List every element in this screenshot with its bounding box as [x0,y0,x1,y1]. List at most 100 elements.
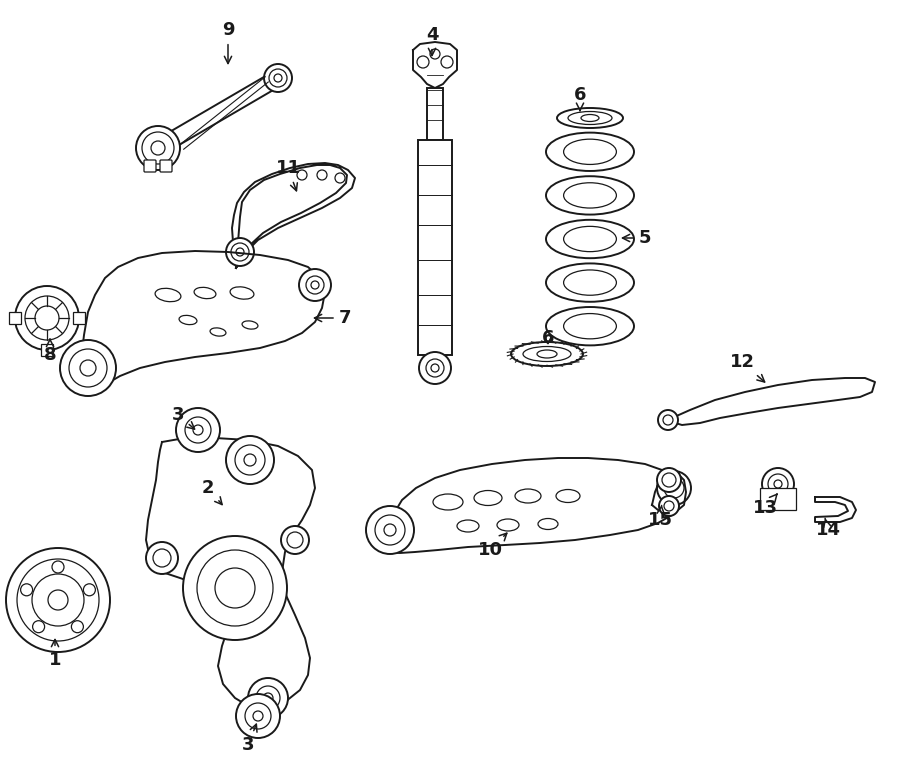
Circle shape [248,678,288,718]
Circle shape [226,238,254,266]
FancyBboxPatch shape [160,160,172,172]
Ellipse shape [546,133,634,171]
Circle shape [659,496,679,516]
Circle shape [15,286,79,350]
Ellipse shape [210,328,226,336]
Circle shape [768,474,788,494]
Circle shape [185,417,211,443]
Ellipse shape [563,226,616,252]
Circle shape [153,549,171,567]
Circle shape [69,349,107,387]
Circle shape [151,141,165,155]
Ellipse shape [515,489,541,503]
Ellipse shape [563,270,616,295]
Circle shape [71,621,84,633]
Circle shape [664,478,684,498]
Circle shape [176,408,220,452]
Ellipse shape [546,176,634,215]
Ellipse shape [457,520,479,532]
Circle shape [384,524,396,536]
Circle shape [662,473,676,487]
Polygon shape [232,163,355,268]
Circle shape [306,276,324,294]
Ellipse shape [538,518,558,529]
Text: 3: 3 [172,406,194,429]
Circle shape [21,584,32,596]
Polygon shape [78,251,325,393]
Circle shape [197,550,273,626]
Circle shape [774,480,782,488]
Circle shape [253,711,263,721]
Bar [9,312,21,324]
Ellipse shape [563,139,616,164]
Circle shape [317,170,327,180]
Circle shape [263,693,273,703]
Circle shape [32,621,45,633]
Ellipse shape [546,220,634,258]
Circle shape [366,506,414,554]
Circle shape [236,694,280,738]
Bar [760,488,796,510]
Polygon shape [815,497,856,522]
Circle shape [311,281,319,289]
Ellipse shape [537,350,557,358]
Circle shape [236,248,244,256]
Circle shape [136,126,180,170]
Circle shape [48,590,68,610]
Circle shape [52,561,64,573]
Circle shape [256,686,280,710]
Circle shape [762,468,794,500]
Circle shape [6,548,110,652]
Ellipse shape [155,288,181,301]
Circle shape [17,559,99,641]
Ellipse shape [242,321,258,329]
Circle shape [287,532,303,548]
Ellipse shape [511,342,583,366]
Circle shape [657,468,681,492]
Circle shape [235,445,265,475]
Circle shape [297,170,307,180]
Text: 8: 8 [44,340,57,364]
Text: 4: 4 [426,26,438,55]
Text: 5: 5 [623,229,652,247]
Circle shape [146,542,178,574]
Circle shape [299,269,331,301]
Ellipse shape [563,314,616,339]
Text: 3: 3 [242,724,257,754]
Circle shape [375,515,405,545]
Circle shape [60,340,116,396]
Circle shape [193,425,203,435]
Polygon shape [669,378,875,425]
Polygon shape [413,42,457,88]
Ellipse shape [568,111,612,124]
Circle shape [419,352,451,384]
Ellipse shape [230,287,254,299]
Circle shape [430,49,440,59]
Circle shape [244,454,256,466]
Bar [73,312,85,324]
Circle shape [274,74,282,82]
Text: 11: 11 [275,159,301,191]
Text: 12: 12 [730,353,765,382]
Polygon shape [384,458,682,553]
Bar [41,344,53,356]
Polygon shape [154,71,282,155]
Text: 6: 6 [574,86,586,110]
Ellipse shape [179,315,197,324]
Circle shape [281,526,309,554]
Text: 7: 7 [314,309,351,327]
Text: 10: 10 [478,533,507,559]
Circle shape [32,574,84,626]
Text: 2: 2 [202,479,222,505]
Polygon shape [146,438,315,708]
Circle shape [269,69,287,87]
Bar [427,88,443,140]
Circle shape [417,56,429,68]
Ellipse shape [581,114,599,121]
FancyBboxPatch shape [144,160,156,172]
Circle shape [426,359,444,377]
Circle shape [431,364,439,372]
Ellipse shape [563,183,616,208]
Ellipse shape [546,307,634,345]
Circle shape [658,410,678,430]
